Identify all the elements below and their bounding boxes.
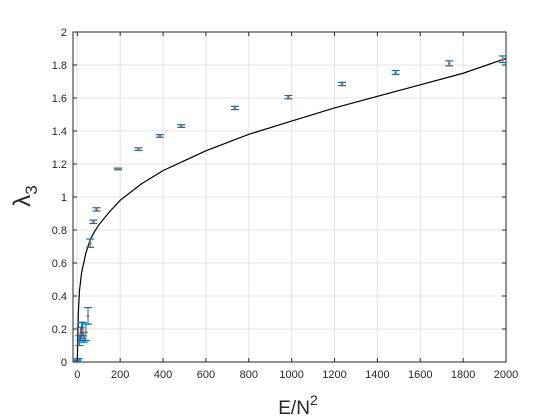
data-point-marker [179, 124, 183, 128]
error-bar-point [177, 124, 186, 128]
error-bar-point [391, 69, 400, 76]
x-tick-label: 400 [154, 369, 172, 381]
error-bar-point [498, 55, 507, 64]
data-point-marker [77, 359, 80, 362]
y-axis-ticks: 0 0.2 0.4 0.6 0.8 1 1.2 1.4 1.6 1.8 2 [52, 27, 506, 369]
data-point-marker [340, 82, 344, 86]
error-bar-point [338, 81, 347, 87]
y-axis-title-base: λ [9, 195, 36, 207]
data-point-marker [447, 62, 451, 65]
data-point-marker [394, 71, 397, 74]
x-tick-label: 1200 [322, 369, 346, 381]
data-point-marker [501, 57, 505, 61]
data-point-marker [82, 335, 86, 339]
x-axis-title-superscript: 2 [310, 392, 318, 408]
data-point-marker [233, 106, 237, 110]
y-tick-label: 1.2 [52, 159, 67, 171]
error-bar-point [79, 331, 88, 343]
y-tick-label: 1.6 [52, 93, 67, 105]
error-bar-point [92, 207, 101, 212]
error-bar-point [89, 219, 98, 224]
error-bar-point [284, 94, 293, 100]
error-bar-point [230, 105, 239, 111]
y-axis-title: λ3 [9, 185, 41, 206]
data-point-marker [158, 134, 162, 138]
fit-curve-layer [76, 57, 507, 363]
x-axis-title-base: E/N [278, 398, 310, 419]
grid [73, 31, 507, 363]
error-bar-point [445, 60, 454, 67]
error-bar-point [84, 306, 93, 325]
data-point-marker [84, 331, 88, 334]
x-axis-ticks: 0 200 400 600 800 1000 1200 1400 1600 1800 2000 [74, 32, 518, 381]
y-tick-label: 0.8 [52, 225, 67, 237]
data-points-layer [73, 55, 507, 363]
x-tick-label: 1600 [408, 369, 432, 381]
data-point-marker [137, 147, 140, 151]
data-point-marker [92, 220, 95, 224]
x-tick-label: 600 [197, 369, 215, 381]
error-bar-point [86, 238, 95, 248]
y-tick-label: 1.4 [52, 126, 67, 138]
error-bar-point [114, 167, 123, 171]
x-tick-label: 200 [111, 369, 129, 381]
data-point-marker [116, 167, 120, 171]
y-tick-label: 0.2 [52, 324, 67, 336]
x-tick-label: 2000 [494, 369, 518, 381]
y-tick-label: 1 [61, 192, 67, 204]
error-bar-point [134, 147, 143, 152]
y-tick-label: 0 [61, 357, 67, 369]
data-point-marker [287, 95, 290, 99]
y-axis-title-subscript: 3 [22, 185, 41, 194]
y-tick-label: 1.8 [52, 60, 67, 72]
fit-curve [76, 57, 507, 363]
data-point-marker [95, 208, 98, 211]
error-bar-point [155, 134, 164, 138]
y-tick-label: 0.6 [52, 258, 67, 270]
x-tick-label: 1400 [365, 369, 389, 381]
x-tick-label: 0 [74, 369, 80, 381]
y-tick-label: 0.4 [52, 291, 67, 303]
y-tick-label: 2 [61, 27, 67, 39]
x-tick-label: 1800 [451, 369, 475, 381]
x-tick-label: 800 [240, 369, 258, 381]
data-point-marker [81, 327, 84, 331]
x-axis-title: E/N2 [278, 392, 318, 419]
data-point-marker [86, 314, 90, 318]
x-tick-label: 1000 [279, 369, 303, 381]
data-point-marker [88, 241, 92, 245]
